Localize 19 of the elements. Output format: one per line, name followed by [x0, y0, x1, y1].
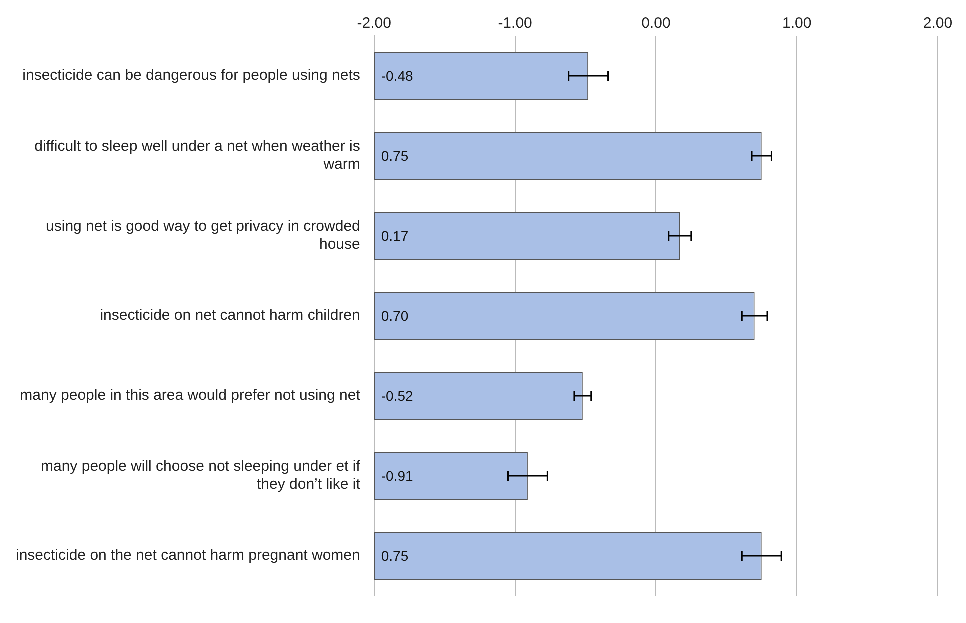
x-tick-label: 0.00	[642, 15, 671, 32]
data-label: 0.17	[381, 228, 409, 244]
y-tick-label: many people in this area would prefer not using net	[20, 387, 362, 404]
data-label: -0.48	[381, 68, 414, 84]
y-tick-label: insecticide on net cannot harm children	[100, 307, 360, 324]
data-label: 0.75	[381, 548, 409, 564]
data-label: 0.75	[381, 148, 409, 164]
x-tick-label: -1.00	[498, 15, 532, 32]
y-tick-label: many people will choose not sleeping under et if they don’t like it	[41, 458, 362, 494]
x-tick-label: 2.00	[923, 15, 953, 32]
x-tick-label: -2.00	[357, 15, 392, 32]
y-tick-label: using net is good way to get privacy in crowded house	[46, 218, 360, 254]
y-tick-label: insecticide on the net cannot harm pregnant women	[16, 547, 360, 564]
data-label: -0.52	[381, 388, 414, 404]
y-tick-label: insecticide can be dangerous for people using nets	[22, 67, 360, 84]
data-label: 0.70	[381, 308, 409, 324]
x-tick-label: 1.00	[782, 15, 812, 32]
y-tick-label: difficult to sleep well under a net when weather is warm	[34, 138, 360, 174]
data-label: -0.91	[381, 468, 414, 484]
